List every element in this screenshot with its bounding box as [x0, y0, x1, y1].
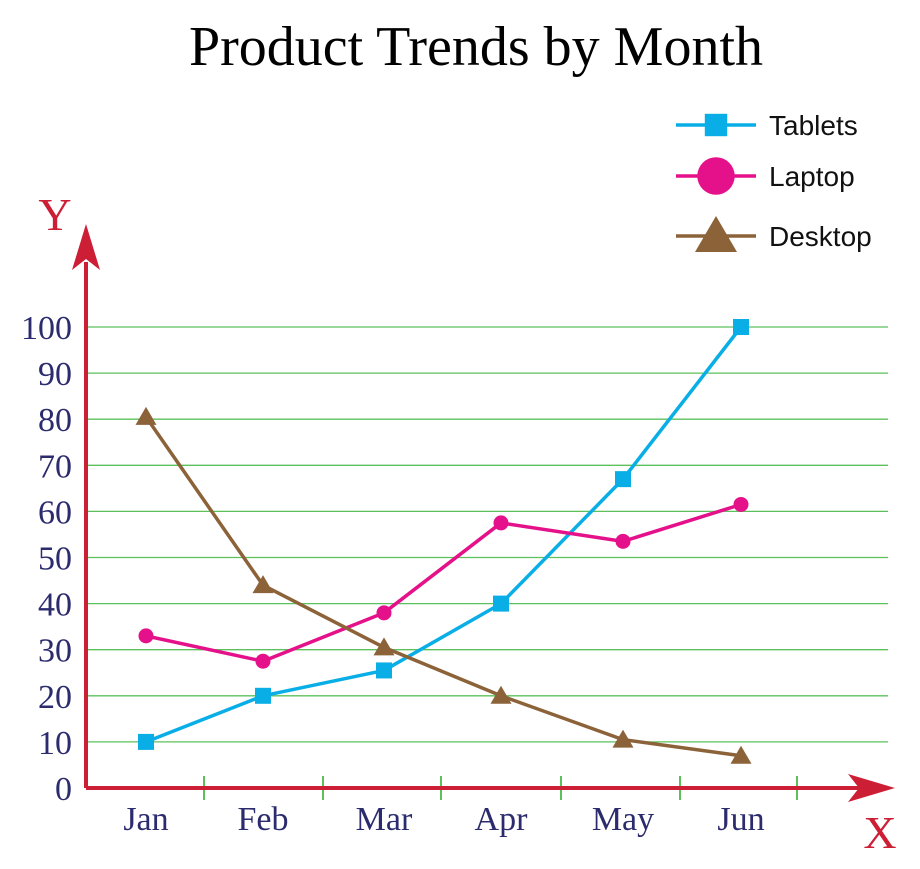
tablets-point-may: [615, 471, 631, 488]
desktop-point-feb: [252, 575, 274, 594]
chart-title: Product Trends by Month: [189, 16, 763, 78]
laptop-point-apr: [493, 515, 509, 531]
x-tick-jan: Jan: [123, 801, 168, 838]
series-group: [135, 319, 752, 764]
x-tick-jun: Jun: [717, 801, 764, 838]
desktop-point-mar: [373, 637, 395, 656]
laptop-point-mar: [376, 605, 392, 621]
laptop-point-jun: [733, 496, 749, 512]
legend-label-tablets: Tablets: [769, 110, 858, 141]
laptop-point-jan: [138, 628, 154, 644]
y-tick-30: 30: [38, 633, 72, 670]
tablets-point-apr: [493, 595, 509, 612]
series-line-tablets: [145, 325, 743, 744]
tablets-point-jun: [733, 319, 749, 335]
y-tick-70: 70: [38, 448, 72, 485]
legend-marker-laptop: [697, 157, 735, 195]
y-tick-60: 60: [38, 494, 72, 531]
legend-marker-tablets: [704, 113, 728, 137]
x-tick-feb: Feb: [238, 801, 289, 838]
x-axis-label: X: [863, 807, 896, 858]
desktop-point-jun: [730, 745, 752, 764]
y-tick-100: 100: [21, 310, 72, 347]
legend-label-desktop: Desktop: [769, 221, 872, 252]
y-tick-0: 0: [55, 771, 72, 808]
axes: [72, 224, 895, 802]
y-axis-arrow: [72, 224, 100, 270]
legend-label-laptop: Laptop: [769, 161, 855, 192]
laptop-point-feb: [255, 653, 271, 669]
y-tick-20: 20: [38, 679, 72, 716]
x-tick-labels: Jan Feb Mar Apr May Jun: [123, 801, 764, 838]
series-line-laptop: [145, 502, 742, 663]
y-tick-40: 40: [38, 587, 72, 624]
desktop-point-apr: [490, 685, 512, 704]
series-line-desktop: [144, 415, 742, 758]
desktop-point-may: [612, 729, 634, 748]
x-axis-arrow: [848, 774, 895, 802]
tablets-point-mar: [376, 662, 392, 679]
legend: Tablets Laptop Desktop: [676, 110, 872, 252]
laptop-point-may: [615, 533, 631, 549]
tablets-point-jan: [138, 733, 154, 750]
grid-lines: [86, 326, 888, 743]
desktop-point-jan: [135, 406, 157, 425]
x-tick-mar: Mar: [356, 801, 413, 838]
y-tick-80: 80: [38, 402, 72, 439]
y-tick-90: 90: [38, 356, 72, 393]
y-tick-labels: 0 10 20 30 40 50 60 70 80 90 100: [21, 310, 72, 808]
legend-marker-desktop: [695, 216, 737, 252]
x-tick-may: May: [592, 801, 654, 838]
tablets-point-feb: [255, 687, 271, 704]
y-tick-50: 50: [38, 541, 72, 578]
y-axis-label: Y: [38, 189, 71, 240]
y-tick-10: 10: [38, 725, 72, 762]
x-tick-apr: Apr: [475, 801, 529, 838]
